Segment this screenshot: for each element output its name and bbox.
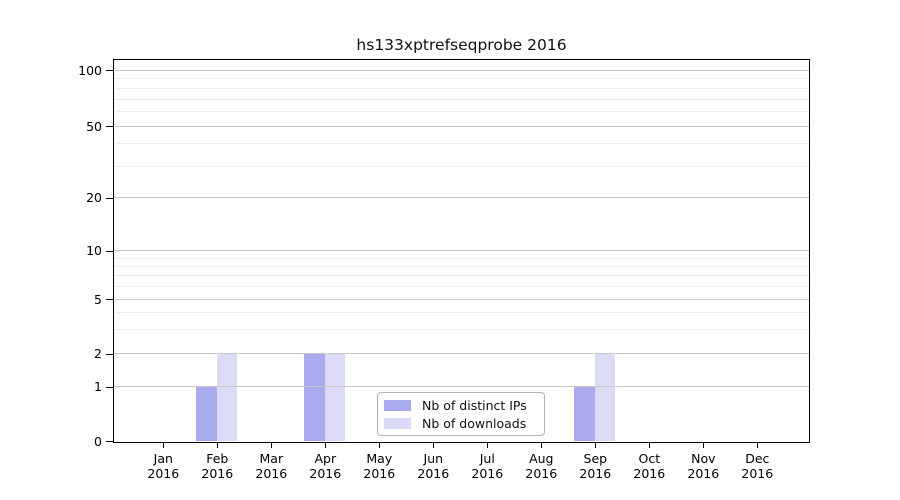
major-gridline [114, 197, 809, 199]
bar-distinct-ips-sep [574, 386, 595, 441]
legend-item-downloads: Nb of downloads [384, 416, 536, 431]
y-tick-label: 5 [94, 291, 102, 307]
x-tick-label-oct: Oct 2016 [633, 451, 666, 481]
x-tick-label-feb: Feb 2016 [201, 451, 234, 481]
plot-area [113, 59, 810, 443]
y-tick-mark [106, 126, 113, 128]
x-tick-label-jul: Jul 2016 [471, 451, 504, 481]
x-tick-mark [702, 443, 704, 448]
y-tick-mark [106, 250, 113, 253]
downloads-swatch [384, 417, 411, 429]
x-tick-label-jun: Jun 2016 [417, 451, 450, 481]
x-tick-label-aug: Aug 2016 [525, 451, 558, 481]
minor-gridline [114, 329, 809, 331]
minor-gridline [114, 111, 809, 113]
y-tick-mark [106, 353, 113, 355]
x-tick-mark [162, 443, 164, 448]
bar-distinct-ips-feb [196, 386, 217, 441]
bar-distinct-ips-apr [304, 353, 325, 441]
x-tick-mark [486, 443, 488, 448]
major-gridline [114, 298, 809, 300]
minor-gridline [114, 78, 809, 80]
x-tick-label-dec: Dec 2016 [741, 451, 774, 481]
major-gridline [114, 353, 809, 355]
x-tick-mark [270, 443, 272, 448]
legend-label-downloads: Nb of downloads [422, 415, 527, 431]
y-tick-mark [106, 440, 113, 443]
x-tick-label-may: May 2016 [363, 451, 396, 481]
x-tick-mark [540, 443, 542, 448]
minor-gridline [114, 165, 809, 167]
minor-gridline [114, 286, 809, 288]
x-tick-label-nov: Nov 2016 [687, 451, 720, 481]
y-tick-mark [106, 386, 113, 389]
major-gridline [114, 386, 809, 388]
minor-gridline [114, 257, 809, 259]
minor-gridline [114, 98, 809, 100]
y-tick-label: 10 [86, 243, 102, 259]
chart-title: hs133xptrefseqprobe 2016 [356, 36, 567, 54]
major-gridline [114, 69, 809, 71]
y-tick-label: 20 [86, 190, 102, 206]
x-tick-mark [378, 443, 380, 448]
y-tick-mark [106, 70, 113, 72]
bar-downloads-apr [324, 353, 346, 441]
minor-gridline [114, 87, 809, 89]
distinct-ips-swatch [384, 399, 411, 411]
minor-gridline [114, 312, 809, 314]
minor-gridline [114, 143, 809, 145]
x-tick-mark [432, 443, 434, 448]
minor-gridline [114, 275, 809, 277]
x-tick-label-sep: Sep 2016 [579, 451, 612, 481]
y-tick-label: 100 [78, 62, 102, 78]
legend: Nb of distinct IPs Nb of downloads [377, 392, 545, 436]
x-tick-mark [648, 443, 650, 448]
y-tick-label: 2 [94, 346, 102, 362]
x-tick-label-mar: Mar 2016 [255, 451, 288, 481]
y-tick-mark [106, 299, 113, 301]
y-tick-mark [106, 197, 113, 200]
bar-downloads-sep [594, 353, 616, 441]
x-tick-mark [216, 443, 218, 448]
major-gridline [114, 125, 809, 127]
x-tick-label-apr: Apr 2016 [309, 451, 342, 481]
x-tick-mark [324, 443, 326, 448]
y-tick-label: 1 [94, 379, 102, 395]
x-tick-mark [594, 443, 596, 448]
y-tick-label: 50 [86, 118, 102, 134]
legend-item-distinct-ips: Nb of distinct IPs [384, 398, 536, 413]
x-tick-mark [756, 443, 758, 448]
legend-label-distinct-ips: Nb of distinct IPs [422, 397, 527, 413]
y-tick-label: 0 [94, 433, 102, 449]
minor-gridline [114, 265, 809, 267]
bar-downloads-feb [216, 353, 238, 441]
x-tick-label-jan: Jan 2016 [147, 451, 180, 481]
major-gridline [114, 250, 809, 252]
